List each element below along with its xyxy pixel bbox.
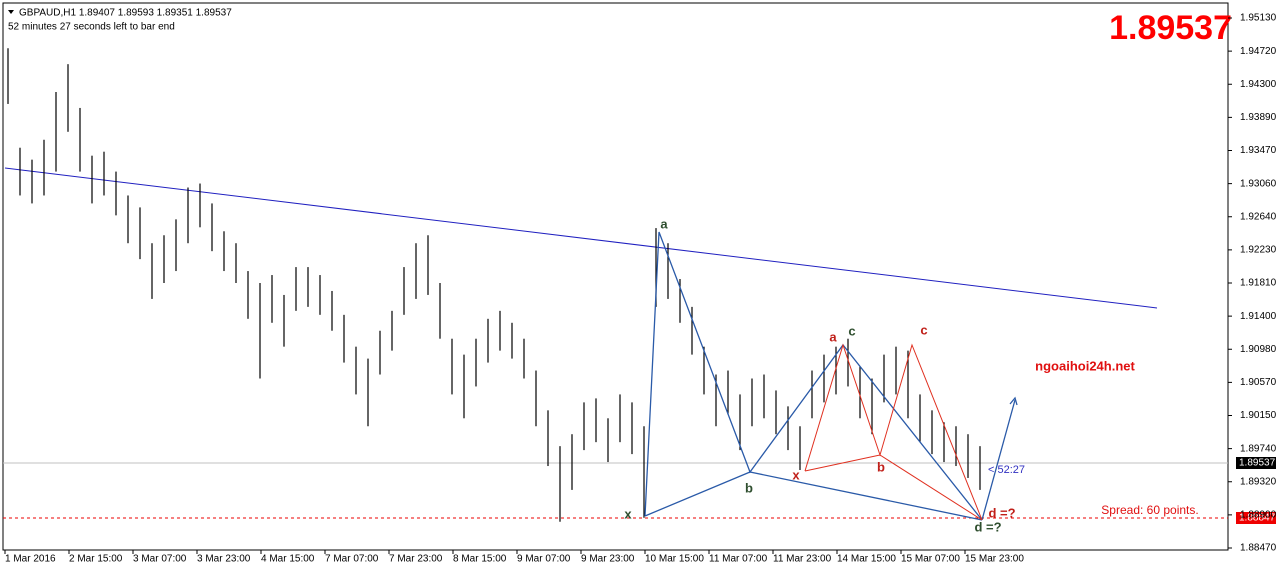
price-label: 1.94300 <box>1240 79 1277 90</box>
price-label: 1.88470 <box>1240 543 1277 554</box>
blue-pattern <box>644 231 1018 521</box>
price-label: 1.91810 <box>1240 278 1277 289</box>
price-label: 1.89740 <box>1240 443 1277 454</box>
price-label: 1.91400 <box>1240 311 1277 322</box>
pattern-label: x <box>792 467 800 482</box>
symbol-line: GBPAUD,H1 1.89407 1.89593 1.89351 1.8953… <box>19 8 232 19</box>
pattern-label: d =? <box>988 505 1015 520</box>
price-label: 1.90150 <box>1240 410 1277 421</box>
time-label: 3 Mar 07:00 <box>133 554 187 565</box>
pattern-label: x <box>624 506 632 521</box>
bid-tag <box>1236 457 1276 469</box>
time-label: 15 Mar 23:00 <box>965 554 1024 565</box>
price-label: 1.94720 <box>1240 46 1277 57</box>
site-label: ngoaihoi24h.net <box>1035 358 1135 373</box>
price-label: 1.92230 <box>1240 245 1277 256</box>
price-label: 1.88900 <box>1240 510 1277 521</box>
pattern-label: b <box>745 480 753 495</box>
price-label: 1.90980 <box>1240 344 1277 355</box>
time-label: 9 Mar 07:00 <box>517 554 571 565</box>
pattern-label: b <box>877 459 885 474</box>
timer: 52 minutes 27 seconds left to bar end <box>8 22 175 33</box>
time-label: 9 Mar 23:00 <box>581 554 635 565</box>
bid-tag-text: 1.89537 <box>1239 458 1276 469</box>
spread-label: Spread: 60 points. <box>1101 503 1198 517</box>
time-label: 8 Mar 15:00 <box>453 554 507 565</box>
time-label: 11 Mar 07:00 <box>709 554 768 565</box>
pattern-label: c <box>848 323 855 338</box>
price-label: 1.95130 <box>1240 13 1277 24</box>
time-label: 1 Mar 2016 <box>5 554 56 565</box>
spread-tag <box>1236 512 1276 524</box>
plot-frame <box>2 2 1229 551</box>
price-label: 1.93890 <box>1240 112 1277 123</box>
spread-tag-text: 1.88847 <box>1239 513 1276 524</box>
trend-line <box>4 167 1158 309</box>
pattern-label: d =? <box>974 519 1001 534</box>
price-label: 1.93470 <box>1240 145 1277 156</box>
big-price: 1.89537 <box>1109 9 1232 47</box>
pattern-label: c <box>920 322 927 337</box>
red-pattern <box>804 343 983 521</box>
price-label: 1.89320 <box>1240 476 1277 487</box>
menu-arrow[interactable] <box>8 10 14 14</box>
time-label: 15 Mar 07:00 <box>901 554 960 565</box>
price-label: 1.90570 <box>1240 377 1277 388</box>
pattern-label: a <box>660 216 668 231</box>
price-label: 1.93060 <box>1240 178 1277 189</box>
time-label: 7 Mar 23:00 <box>389 554 443 565</box>
time-label: 2 Mar 15:00 <box>69 554 123 565</box>
time-label: 3 Mar 23:00 <box>197 554 251 565</box>
time-label: 4 Mar 15:00 <box>261 554 315 565</box>
price-bars <box>7 48 981 522</box>
time-label: 14 Mar 15:00 <box>837 554 896 565</box>
time-label: 11 Mar 23:00 <box>773 554 832 565</box>
time-label: 7 Mar 07:00 <box>325 554 379 565</box>
pattern-label: a <box>829 329 837 344</box>
countdown-label: < 52:27 <box>988 464 1025 476</box>
time-label: 10 Mar 15:00 <box>645 554 704 565</box>
price-label: 1.92640 <box>1240 211 1277 222</box>
